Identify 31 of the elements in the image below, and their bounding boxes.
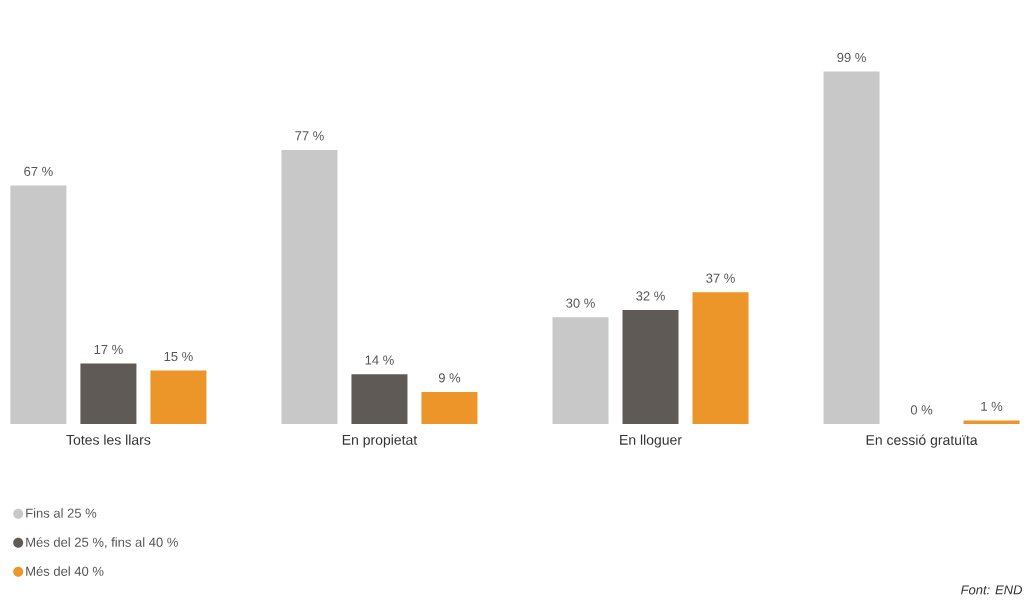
bar	[823, 71, 880, 424]
bar	[421, 391, 478, 424]
data-label: 30 %	[566, 298, 595, 308]
x-tick-label: Totes les llars	[66, 434, 151, 445]
x-tick-label: En cessió gratuïta	[866, 434, 978, 448]
text: Font: END	[961, 585, 1023, 595]
data-label: 1 %	[981, 401, 1003, 411]
bar	[552, 317, 609, 424]
data-label: 15 %	[164, 351, 193, 362]
bar	[692, 292, 749, 424]
legend-label: Més del 40 %	[26, 566, 104, 576]
bar	[622, 310, 679, 424]
data-label: 77 %	[295, 131, 324, 141]
data-label: 32 %	[636, 291, 665, 301]
bar	[963, 420, 1020, 424]
x-tick-label: En lloguer	[620, 434, 682, 448]
data-label: 17 %	[94, 344, 123, 354]
bar	[80, 363, 137, 424]
data-label: 9 %	[438, 373, 461, 383]
bar	[281, 149, 338, 424]
data-label: 99 %	[837, 52, 866, 63]
x-tick-label: En propietat	[342, 434, 418, 448]
data-label: 14 %	[365, 355, 394, 365]
legend-label: Més del 25 %, fins al 40 %	[26, 537, 178, 549]
bar	[10, 185, 67, 424]
bar	[351, 374, 408, 424]
legend-label: Fins al 25 %	[26, 508, 97, 518]
data-label: 0 %	[910, 405, 933, 415]
data-label: 67 %	[24, 166, 53, 176]
data-label: 37 %	[706, 273, 735, 283]
bar	[150, 370, 207, 424]
